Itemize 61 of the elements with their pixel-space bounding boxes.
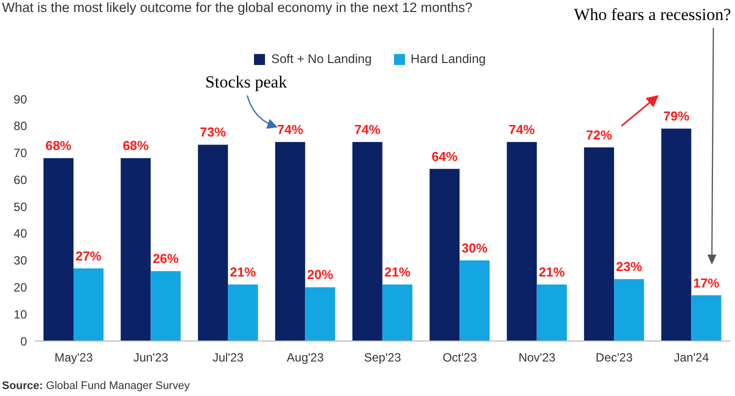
bar (691, 295, 722, 341)
data-label: 72% (586, 127, 612, 142)
y-tick-label: 10 (14, 307, 28, 322)
y-tick-label: 20 (14, 280, 28, 294)
data-label: 79% (663, 108, 690, 124)
bar (228, 284, 258, 341)
text: Stocks peak (205, 72, 288, 92)
data-label: 26% (152, 251, 180, 266)
data-label: 68% (45, 138, 72, 154)
y-tick-label: 70 (14, 146, 28, 160)
bar (120, 158, 151, 341)
bar (150, 271, 181, 341)
y-tick-label: 40 (14, 226, 28, 241)
bar (460, 260, 490, 341)
data-label: 21% (384, 264, 411, 280)
legend-label: Hard Landing (410, 52, 486, 66)
bar (305, 287, 336, 341)
y-tick-label: 90 (14, 92, 28, 106)
bar (198, 144, 228, 341)
data-label: 21% (230, 264, 256, 280)
x-tick-label: Jul'23 (212, 350, 244, 365)
x-tick-label: Oct'23 (442, 350, 478, 365)
data-label: 74% (508, 122, 536, 138)
bar (584, 147, 614, 341)
y-tick-label: 80 (14, 119, 28, 134)
y-tick-label: 30 (14, 254, 28, 268)
x-tick-label: Jan'24 (674, 350, 710, 365)
data-label: 30% (462, 240, 488, 256)
x-tick-label: Sep'23 (364, 350, 402, 365)
bar (614, 279, 644, 341)
bar (430, 168, 460, 341)
chart-title: What is the most likely outcome for the global economy in the next 12 months? (2, 0, 472, 15)
bar (661, 128, 692, 341)
data-label: 74% (354, 122, 381, 138)
data-label: 27% (75, 248, 102, 264)
data-label: 17% (693, 275, 720, 290)
bar (275, 142, 306, 341)
y-tick-label: 50 (14, 200, 28, 214)
data-label: 68% (122, 138, 150, 154)
bar (43, 158, 74, 341)
x-tick-label: Nov'23 (518, 350, 556, 365)
bar (506, 142, 537, 341)
bar (73, 268, 104, 341)
x-tick-label: Aug'23 (286, 350, 324, 365)
bar (352, 142, 382, 341)
legend-label: Soft + No Landing (270, 52, 372, 66)
y-tick-label: 0 (20, 334, 28, 348)
data-label: 23% (616, 259, 642, 274)
x-tick-label: Dec'23 (596, 350, 633, 365)
data-label: 20% (307, 267, 334, 282)
data-label: 74% (277, 122, 304, 138)
x-tick-label: Jun'23 (133, 350, 169, 365)
bar (536, 284, 567, 341)
data-label: 64% (432, 148, 458, 164)
bar (382, 284, 412, 341)
source-note: Source: Global Fund Manager Survey (2, 380, 190, 392)
data-label: 73% (200, 124, 226, 140)
x-tick-label: May'23 (54, 350, 94, 365)
data-label: 21% (538, 264, 566, 280)
y-tick-label: 60 (14, 172, 28, 187)
text: Who fears a recession? (574, 5, 731, 24)
